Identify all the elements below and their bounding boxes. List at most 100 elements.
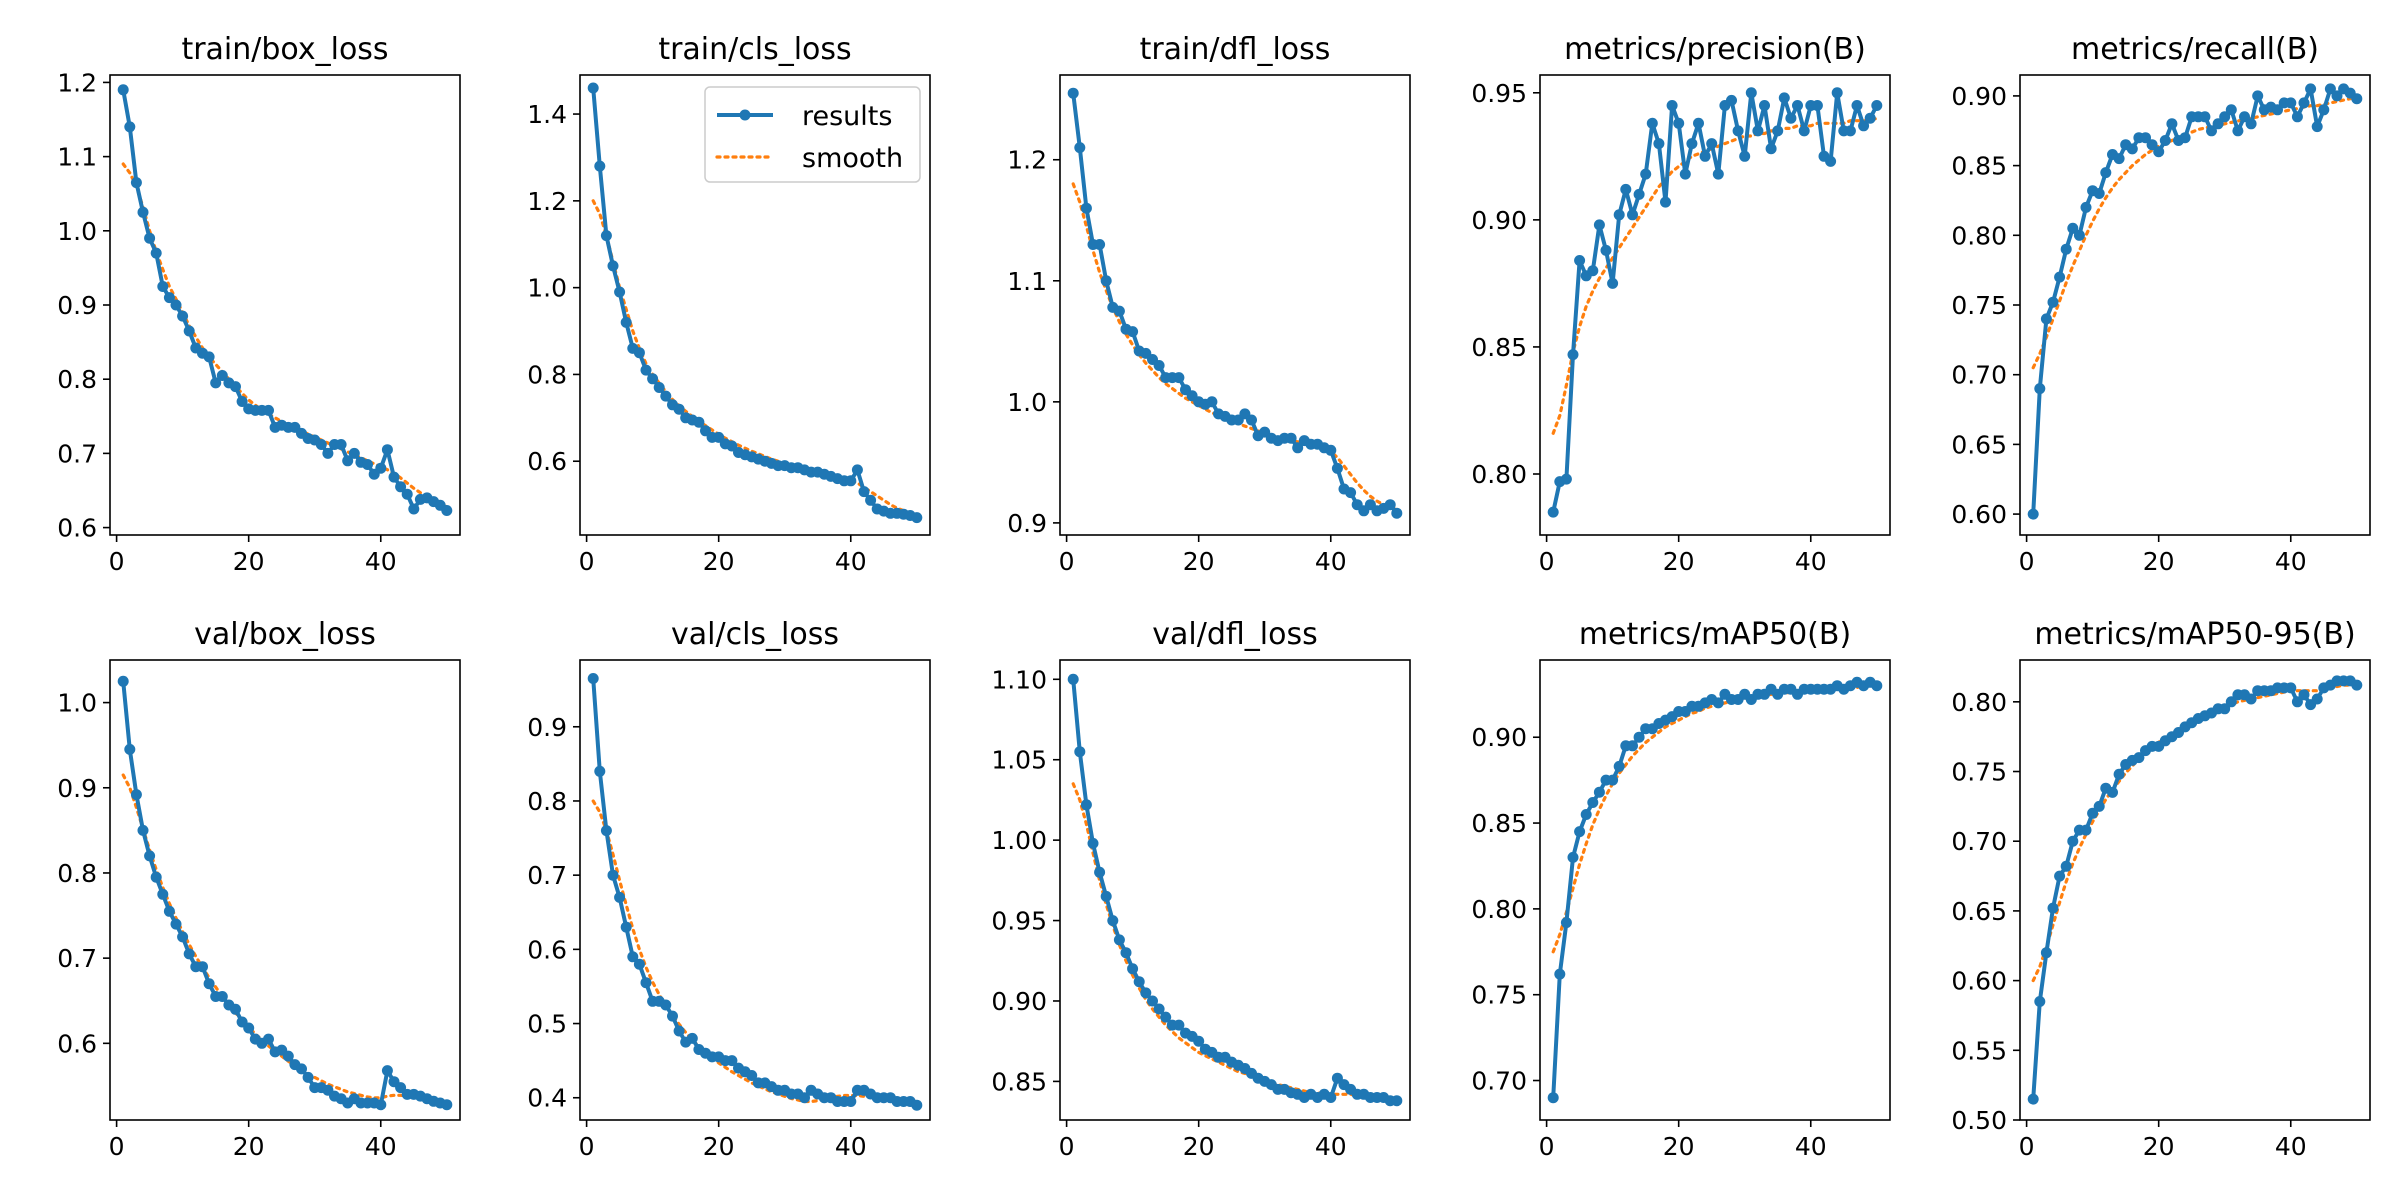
data-point-results [1094, 866, 1106, 878]
data-point-results [653, 382, 665, 393]
x-tick-label: 0 [1539, 1132, 1555, 1161]
y-tick-label: 1.05 [991, 746, 1047, 775]
series-line-smooth [1071, 782, 1399, 1101]
data-point-results [2305, 83, 2317, 95]
data-point-results [1567, 851, 1579, 863]
series-line-results [1551, 90, 1879, 513]
data-point-results [2219, 703, 2231, 715]
y-tick-label: 1.10 [991, 665, 1047, 694]
data-point-results [1587, 797, 1599, 808]
data-point-results [911, 1099, 923, 1111]
axes-frame [579, 659, 931, 1121]
x-tick-label: 20 [2143, 547, 2175, 576]
y-tick-label: 0.70 [1951, 827, 2007, 856]
data-point-results [144, 232, 156, 244]
data-point-results [2324, 83, 2336, 95]
data-point-results [2040, 313, 2052, 325]
x-tick-label: 20 [703, 1132, 735, 1161]
legend-marker-results [739, 109, 751, 121]
panel-title: val/dfl_loss [1152, 617, 1317, 652]
data-point-results [1745, 87, 1757, 99]
x-tick-label: 20 [1663, 547, 1695, 576]
data-point-results [2133, 752, 2145, 764]
data-point-results [620, 921, 632, 933]
data-point-results [296, 1063, 307, 1075]
data-point-results [302, 1071, 314, 1083]
x-tick-label: 40 [835, 1132, 867, 1161]
data-point-results [375, 1099, 387, 1111]
data-point-results [236, 396, 248, 407]
panel-metrics-map50-b: metrics/mAP50(B) 0 20 40 0.70 0.75 0.80 0.85 0.9… [1471, 617, 1891, 1161]
data-point-results [1087, 837, 1099, 849]
data-point-results [2073, 229, 2085, 241]
data-point-results [2252, 90, 2264, 102]
axes-frame [109, 74, 461, 536]
data-point-results [858, 486, 870, 498]
y-tick-label: 1.2 [527, 187, 567, 216]
x-tick-label: 40 [835, 547, 867, 576]
data-point-results [1633, 188, 1645, 200]
y-tick-label: 1.0 [57, 689, 97, 718]
y-tick-label: 0.70 [1951, 361, 2007, 390]
panel-train-box-loss: train/box_loss 0 20 40 0.6 0.7 0.8 0.9 1.0 1.1 1.2 [57, 32, 461, 576]
y-tick-label: 0.85 [1951, 152, 2007, 181]
y-tick-label: 0.8 [527, 360, 567, 389]
data-point-results [587, 82, 599, 94]
panel-title: metrics/recall(B) [2071, 32, 2319, 67]
y-tick-label: 0.6 [527, 935, 567, 964]
data-point-results [2245, 118, 2257, 130]
y-tick-label: 0.7 [57, 944, 97, 973]
axes-frame [1539, 659, 1891, 1121]
data-point-results [216, 991, 228, 1002]
y-tick-label: 0.90 [1471, 206, 1527, 235]
y-tick-label: 1.0 [527, 274, 567, 303]
data-point-results [1574, 826, 1586, 838]
y-tick-label: 0.90 [1951, 82, 2007, 111]
x-tick-label: 40 [1795, 1132, 1827, 1161]
data-point-results [124, 121, 136, 133]
y-tick-label: 0.9 [527, 713, 567, 742]
y-tick-label: 1.2 [1007, 146, 1047, 175]
data-point-results [614, 891, 626, 903]
data-point-results [673, 1025, 685, 1037]
data-point-results [2219, 111, 2231, 123]
panel-title: metrics/precision(B) [1564, 32, 1866, 67]
legend: results smooth [704, 86, 921, 183]
y-tick-label: 0.95 [991, 907, 1047, 936]
y-tick-label: 1.0 [57, 217, 97, 246]
data-point-results [2166, 118, 2178, 130]
x-tick-label: 0 [109, 547, 125, 576]
data-point-results [282, 1050, 294, 1062]
data-point-results [1153, 360, 1165, 371]
x-tick-label: 20 [1663, 1132, 1695, 1161]
data-point-results [1325, 444, 1337, 456]
data-point-results [2140, 132, 2151, 144]
data-point-results [117, 675, 129, 687]
data-point-results [1600, 244, 1612, 256]
data-point-results [2212, 118, 2224, 130]
data-point-results [170, 918, 182, 930]
data-point-results [1811, 100, 1823, 111]
y-tick-label: 0.6 [57, 514, 97, 543]
y-tick-label: 0.90 [1471, 723, 1527, 752]
data-point-results [1067, 673, 1079, 685]
data-point-results [1613, 209, 1625, 221]
data-point-results [1693, 117, 1704, 129]
data-point-results [1133, 976, 1145, 988]
data-point-results [362, 459, 373, 470]
data-point-results [1100, 275, 1112, 287]
data-point-results [1074, 142, 1086, 154]
data-point-results [1547, 1092, 1559, 1104]
data-point-results [2311, 121, 2323, 133]
data-point-results [1864, 112, 1876, 124]
panel-title: metrics/mAP50-95(B) [2034, 617, 2355, 652]
data-point-results [1560, 917, 1572, 929]
x-tick-label: 20 [703, 547, 735, 576]
data-point-results [1554, 968, 1566, 980]
data-point-results [216, 370, 228, 381]
data-point-results [2067, 222, 2079, 234]
data-point-results [1620, 183, 1632, 195]
y-tick-label: 0.95 [1471, 79, 1527, 108]
data-point-results [1798, 125, 1810, 137]
